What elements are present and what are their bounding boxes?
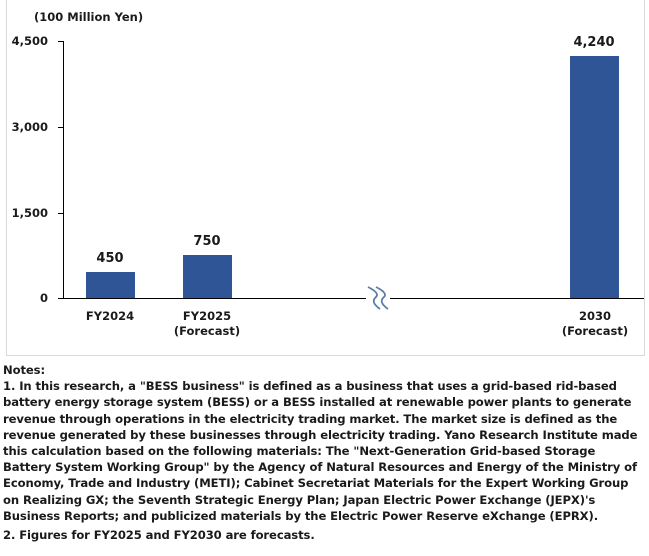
y-tick-label-4500: 4,500 [11, 34, 48, 48]
x-label-line2: (Forecast) [561, 324, 629, 338]
x-label-line2: (Forecast) [173, 324, 241, 338]
y-tick-label-3000: 3,000 [11, 120, 48, 134]
bar-2030 [570, 56, 619, 298]
notes-section: Notes: 1. In this research, a "BESS busi… [3, 362, 647, 543]
y-tick-label-1500: 1,500 [11, 206, 48, 220]
x-label-line1: FY2024 [85, 309, 135, 323]
x-label-fy2024: FY2024 [60, 309, 160, 324]
y-axis-unit-label: (100 Million Yen) [34, 10, 144, 24]
chart-frame [6, 0, 645, 356]
note-2: 2. Figures for FY2025 and FY2030 are for… [3, 528, 315, 543]
bar-fy2024 [86, 272, 135, 298]
x-label-line1: FY2025 [182, 309, 232, 323]
x-label-fy2025: FY2025 (Forecast) [157, 309, 257, 339]
notes-heading: Notes: [3, 363, 46, 377]
bar-value-fy2025: 750 [193, 234, 221, 249]
axis-break-icon [366, 286, 390, 310]
note-1: 1. In this research, a "BESS business" i… [3, 379, 638, 523]
y-tick-mark [58, 213, 64, 214]
x-axis-line [63, 298, 644, 299]
y-tick-mark [58, 298, 64, 299]
y-tick-label-0: 0 [39, 291, 48, 305]
x-label-line1: 2030 [578, 309, 611, 323]
x-label-2030: 2030 (Forecast) [545, 309, 645, 339]
bar-value-fy2024: 450 [96, 251, 124, 266]
y-tick-mark [58, 127, 64, 128]
y-tick-mark [58, 41, 64, 42]
y-axis-line [63, 41, 64, 299]
bar-value-2030: 4,240 [573, 35, 615, 50]
bar-fy2025 [183, 255, 232, 298]
